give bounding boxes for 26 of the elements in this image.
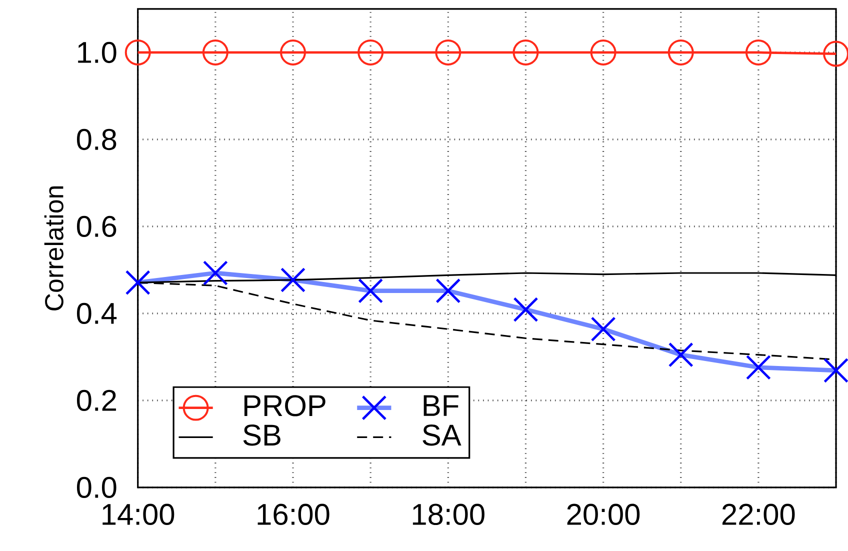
x-tick-label: 20:00 [567, 504, 640, 525]
point [202, 39, 228, 66]
x-tick-label: 16:00 [258, 504, 330, 525]
y-tick-label: 0.0 [76, 476, 116, 498]
y-tick-label: 1.0 [78, 42, 116, 63]
y-tick-label: 0.8 [76, 128, 116, 150]
y-axis-title: Correlation [44, 186, 64, 310]
x-tick-label: 14:00 [102, 504, 174, 525]
x-tick-label: 18:00 [412, 504, 484, 525]
point [823, 40, 848, 67]
point [512, 39, 539, 66]
legend-label: BF [424, 395, 458, 416]
y-tick-label: 0.2 [76, 390, 116, 411]
point [668, 39, 694, 66]
y-tick-label: 0.4 [76, 302, 117, 324]
legend-label: SA [422, 424, 462, 446]
point [745, 39, 772, 66]
x-tick-label: 22:00 [722, 504, 795, 525]
point [358, 39, 384, 66]
legend-label: SB [243, 424, 280, 446]
point [590, 39, 616, 66]
point [435, 39, 462, 66]
point [124, 39, 151, 66]
point [280, 39, 306, 66]
y-tick-label: 0.6 [76, 216, 116, 237]
legend-label: PROP [244, 394, 326, 416]
